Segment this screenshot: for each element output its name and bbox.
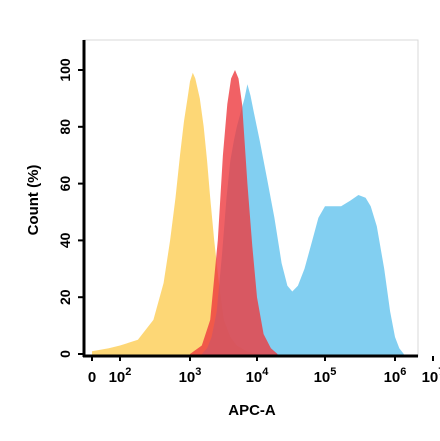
y-tick-label: 100 [57,58,73,82]
y-axis-ticks: 0 20 40 60 80 100 [57,58,84,358]
y-tick-label: 0 [57,350,73,358]
y-tick-label: 80 [57,119,73,135]
x-axis-ticks: 0 102 103 104 105 106 107 [88,356,440,386]
x-tick-label: 104 [246,366,270,386]
histogram-areas [92,70,404,356]
x-tick-label: 0 [88,369,96,386]
x-tick-label: 107 [422,366,440,386]
x-tick-label: 102 [109,366,132,386]
series-area-2 [190,70,278,355]
x-axis-title: APC-A [228,402,276,419]
y-axis-title: Count (%) [25,165,42,236]
y-tick-label: 60 [57,176,73,192]
x-tick-label: 105 [314,366,337,386]
x-tick-label: 106 [384,366,407,386]
x-tick-label: 103 [179,366,202,386]
y-tick-label: 20 [57,289,73,305]
y-tick-label: 40 [57,232,73,248]
